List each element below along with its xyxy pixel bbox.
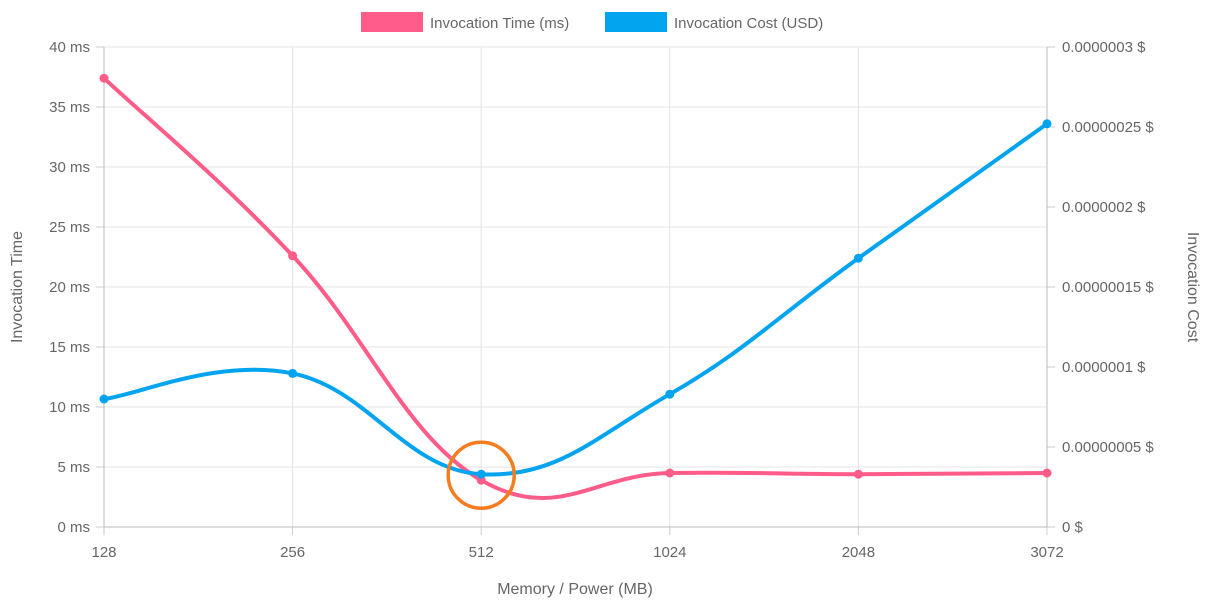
right-tick-label: 0.00000025 $ [1062, 119, 1154, 136]
data-point-time [853, 469, 863, 479]
left-tick-label: 35 ms [49, 99, 90, 116]
x-axis-title: Memory / Power (MB) [497, 581, 653, 598]
legend-item-cost[interactable]: Invocation Cost (USD) [605, 12, 823, 32]
series-lines [102, 76, 1049, 500]
series-points [99, 73, 1052, 485]
left-tick-label: 25 ms [49, 219, 90, 236]
highlight-circle [446, 440, 516, 510]
data-point-cost [665, 389, 675, 399]
left-tick-label: 15 ms [49, 339, 90, 356]
left-tick-label: 40 ms [49, 39, 90, 56]
data-point-cost [853, 253, 863, 263]
right-y-axis-title: Invocation Cost [1184, 232, 1201, 343]
legend-item-time[interactable]: Invocation Time (ms) [361, 12, 569, 32]
left-tick-label: 20 ms [49, 279, 90, 296]
data-point-cost [1042, 119, 1052, 129]
x-tick-label: 2048 [842, 544, 875, 561]
data-point-time [1042, 468, 1052, 478]
x-tick-label: 512 [469, 544, 494, 561]
left-tick-label: 30 ms [49, 159, 90, 176]
data-point-time [99, 73, 109, 83]
data-point-time [288, 251, 298, 261]
data-point-cost [288, 368, 298, 378]
right-tick-label: 0.0000003 $ [1062, 39, 1146, 56]
right-tick-label: 0 $ [1062, 519, 1084, 536]
legend-swatch-time [361, 12, 423, 32]
series-line-time [102, 76, 1049, 500]
right-tick-label: 0.0000002 $ [1062, 199, 1146, 216]
data-point-cost [99, 394, 109, 404]
left-tick-label: 0 ms [57, 519, 90, 536]
legend-swatch-cost [605, 12, 667, 32]
x-tick-label: 256 [280, 544, 305, 561]
legend-label-cost: Invocation Cost (USD) [674, 15, 823, 32]
legend-label-time: Invocation Time (ms) [430, 15, 569, 32]
right-tick-label: 0.00000015 $ [1062, 279, 1154, 296]
left-tick-label: 10 ms [49, 399, 90, 416]
highlight-marker [446, 440, 516, 510]
axes: 0 ms 5 ms 10 ms 15 ms 20 ms 25 ms 30 ms 35 ms 40… [49, 39, 1154, 561]
left-tick-label: 5 ms [57, 459, 90, 476]
left-y-axis-title: Invocation Time [9, 231, 26, 343]
x-tick-label: 3072 [1030, 544, 1063, 561]
legend[interactable]: Invocation Time (ms) Invocation Cost (USD… [361, 12, 823, 32]
data-point-time [665, 468, 675, 478]
grid-lines [103, 46, 1048, 528]
right-tick-label: 0.0000001 $ [1062, 359, 1146, 376]
x-tick-label: 128 [91, 544, 116, 561]
series-line-cost [102, 121, 1049, 477]
right-tick-label: 0.00000005 $ [1062, 439, 1154, 456]
data-point-cost [476, 469, 486, 479]
x-tick-label: 1024 [653, 544, 686, 561]
